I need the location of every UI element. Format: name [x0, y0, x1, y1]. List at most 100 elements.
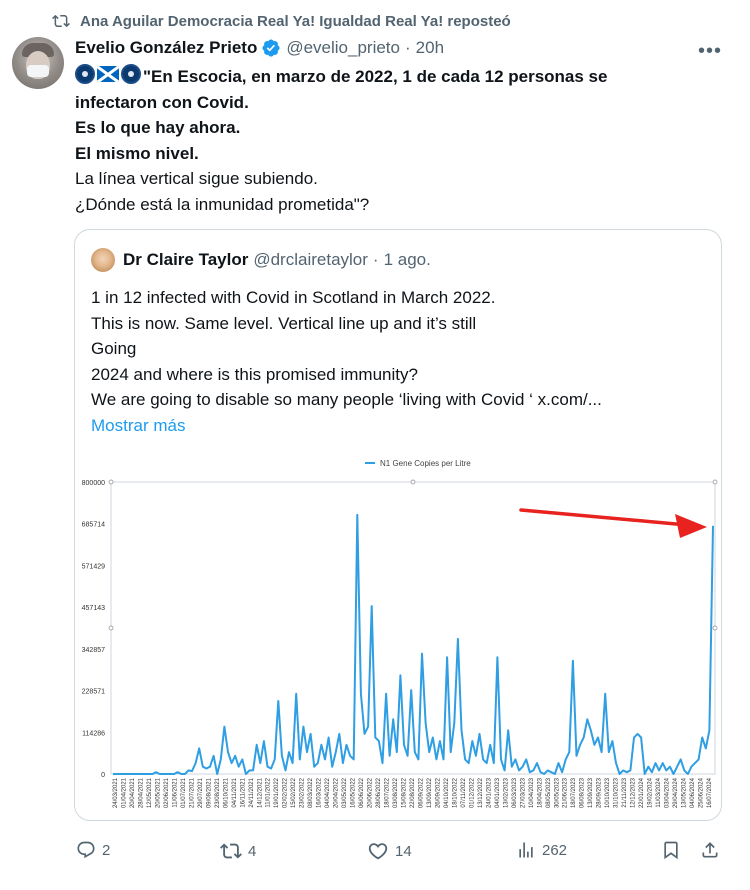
x-tick-label: 22/08/2022 — [410, 777, 416, 808]
x-tick-label: 20/06/2022 — [368, 777, 374, 808]
tweet-time[interactable]: 20h — [415, 38, 445, 57]
x-tick-label: 13/09/2022 — [427, 777, 433, 808]
x-tick-label: 07/11/2022 — [461, 777, 467, 807]
quoted-tweet[interactable]: Dr Claire Taylor @drclairetaylor · 1 ago… — [74, 229, 722, 821]
y-tick-label: 0 — [101, 772, 105, 779]
x-tick-label: 02/02/2022 — [283, 777, 289, 808]
quote-avatar[interactable] — [91, 248, 115, 272]
quote-line: This is now. Same level. Vertical line u… — [91, 313, 477, 333]
tweet-line: ¿Dónde está la inmunidad prometida"? — [75, 194, 370, 214]
x-tick-label: 18/07/2022 — [385, 777, 391, 808]
x-tick-label: 10/10/2023 — [605, 777, 611, 808]
series-line — [113, 513, 714, 775]
selection-handle — [108, 479, 114, 485]
author-name[interactable]: Evelio González Prieto — [75, 38, 258, 57]
x-tick-label: 06/10/2021 — [223, 777, 229, 808]
more-options-icon[interactable]: ••• — [698, 40, 723, 62]
x-tick-label: 20/04/2021 — [130, 777, 136, 808]
x-tick-label: 19/01/2022 — [274, 777, 280, 808]
x-tick-label: 18/07/2023 — [571, 777, 577, 808]
quote-author-name[interactable]: Dr Claire Taylor — [123, 250, 249, 269]
x-tick-label: 03/04/2024 — [665, 777, 671, 808]
repost-count: 4 — [248, 842, 257, 860]
x-tick-label: 02/06/2021 — [164, 777, 170, 808]
x-tick-label: 24/11/2021 — [249, 777, 255, 807]
quote-author-handle[interactable]: @drclairetaylor — [253, 250, 368, 269]
quote-header: Dr Claire Taylor @drclairetaylor · 1 ago… — [91, 248, 431, 272]
like-button[interactable]: 14 — [367, 840, 412, 862]
x-tick-label: 21/06/2023 — [563, 777, 569, 808]
share-button[interactable] — [700, 840, 720, 860]
x-tick-label: 04/01/2023 — [495, 777, 501, 808]
quote-line: Going — [91, 339, 137, 358]
author-handle[interactable]: @evelio_prieto — [286, 38, 400, 57]
quote-line: 2024 and where is this promised immunity… — [91, 364, 418, 384]
quote-time[interactable]: 1 ago. — [383, 250, 431, 269]
x-tick-label: 28/06/2022 — [376, 777, 382, 808]
selection-handle — [712, 625, 718, 631]
x-tick-label: 12/05/2021 — [147, 777, 153, 808]
x-tick-label: 28/04/2021 — [138, 777, 144, 808]
y-tick-label: 571429 — [82, 563, 105, 570]
x-tick-label: 28/09/2023 — [597, 777, 603, 808]
like-count: 14 — [395, 842, 412, 860]
y-tick-label: 800000 — [82, 480, 105, 487]
x-tick-label: 13/12/2022 — [478, 777, 484, 808]
reply-button[interactable]: 2 — [76, 840, 110, 860]
x-tick-label: 08/03/2022 — [308, 777, 314, 808]
x-tick-label: 06/03/2023 — [512, 777, 518, 808]
x-tick-label: 04/06/2024 — [690, 777, 696, 808]
y-tick-label: 457143 — [82, 605, 105, 612]
x-tick-label: 04/11/2021 — [232, 777, 238, 807]
x-tick-label: 21/11/2023 — [622, 777, 628, 807]
x-tick-label: 29/07/2021 — [198, 777, 204, 808]
bookmark-icon — [664, 841, 678, 860]
gene-copies-chart: N1 Gene Copies per Litre 800000 685714 5714… — [82, 459, 718, 808]
x-tick-label: 20/05/2021 — [155, 777, 161, 808]
x-tick-label: 14/12/2021 — [257, 777, 263, 808]
x-tick-label: 15/02/2022 — [291, 777, 297, 808]
x-tick-label: 23/08/2021 — [215, 777, 221, 808]
selection-handle — [410, 479, 416, 485]
views-button[interactable]: 262 — [516, 840, 567, 860]
x-tick-label: 03/08/2022 — [393, 777, 399, 808]
x-tick-label: 12/12/2023 — [631, 777, 637, 808]
retweet-icon — [220, 843, 242, 859]
x-tick-label: 08/05/2023 — [546, 777, 552, 808]
flag-emojis-icon — [75, 64, 141, 84]
action-bar: 2 4 14 262 — [0, 840, 750, 864]
x-tick-label: 11/01/2022 — [266, 777, 272, 807]
tweet-line: Es lo que hay ahora. — [75, 118, 241, 137]
chart-image[interactable]: N1 Gene Copies per Litre 800000 685714 5714… — [75, 452, 721, 820]
y-tick-label: 685714 — [82, 522, 105, 529]
x-tick-label: 06/06/2022 — [359, 777, 365, 808]
reply-icon — [77, 841, 95, 859]
repost-button[interactable]: 4 — [220, 840, 256, 862]
x-tick-label: 24/03/2021 — [113, 777, 119, 808]
x-tick-label: 06/08/2023 — [580, 777, 586, 808]
x-tick-label: 18/04/2023 — [537, 777, 543, 808]
x-tick-label: 09/08/2021 — [206, 777, 212, 808]
x-tick-label: 24/01/2023 — [486, 777, 492, 808]
tweet-text: "En Escocia, en marzo de 2022, 1 de cada… — [75, 64, 715, 217]
x-tick-label: 03/05/2022 — [342, 777, 348, 808]
x-tick-label: 26/09/2022 — [435, 777, 441, 808]
tweet-line: "En Escocia, en marzo de 2022, 1 de cada… — [143, 67, 608, 86]
author-avatar[interactable] — [12, 37, 64, 89]
x-tick-label: 30/05/2023 — [554, 777, 560, 808]
show-more-link[interactable]: Mostrar más — [91, 415, 186, 435]
x-tick-label: 11/06/2021 — [172, 777, 178, 807]
x-tick-label: 04/10/2022 — [444, 777, 450, 808]
x-tick-label: 27/03/2023 — [520, 777, 526, 808]
verified-badge-icon — [261, 38, 281, 58]
legend-label: N1 Gene Copies per Litre — [380, 459, 471, 468]
x-tick-label: 04/04/2022 — [325, 777, 331, 808]
bookmark-button[interactable] — [661, 840, 681, 860]
tweet-line: infectaron con Covid. — [75, 92, 249, 112]
x-tick-label: 01/12/2022 — [469, 777, 475, 808]
repost-icon — [52, 14, 70, 28]
y-tick-label: 342857 — [82, 647, 105, 654]
annotation-arrow-head — [675, 514, 707, 538]
views-chart-icon — [519, 842, 533, 858]
quote-line: 1 in 12 infected with Covid in Scotland … — [91, 288, 496, 307]
